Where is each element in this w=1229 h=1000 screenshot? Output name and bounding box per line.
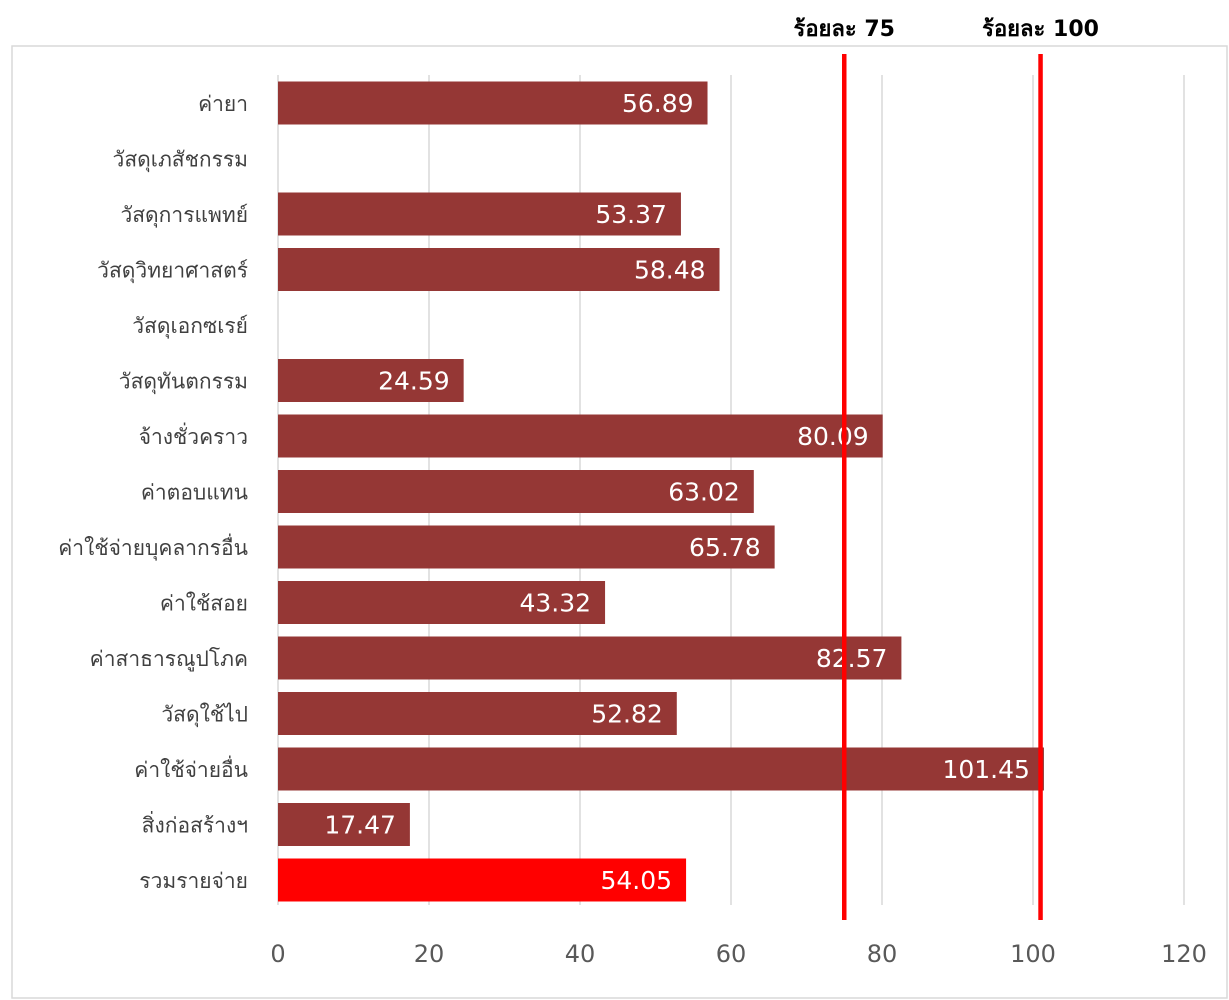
bar-2 [278, 192, 681, 236]
data-label-5: 24.59 [378, 367, 450, 396]
bar-7 [278, 470, 754, 513]
bar-13 [278, 803, 410, 846]
data-label-7: 63.02 [668, 478, 740, 507]
category-label-14: รวมรายจ่าย [139, 869, 248, 893]
x-tick-label-1: 20 [414, 940, 445, 968]
data-label-2: 53.37 [595, 200, 667, 229]
category-label-1: วัสดุเภสัชกรรม [113, 148, 248, 173]
bar-14 [278, 858, 687, 902]
bar-12 [278, 747, 1044, 791]
data-label-12: 101.45 [942, 755, 1029, 784]
category-label-9: ค่าใช้สอย [160, 592, 248, 616]
data-label-10: 82.57 [816, 644, 888, 673]
reference-label-1: ร้อยละ 100 [982, 17, 1099, 42]
bar-3 [278, 248, 720, 291]
category-label-10: ค่าสาธารณูปโภค [90, 647, 248, 672]
data-label-3: 58.48 [634, 256, 706, 285]
x-tick-label-3: 60 [716, 940, 747, 968]
category-label-3: วัสดุวิทยาศาสตร์ [97, 259, 248, 284]
data-label-14: 54.05 [600, 866, 672, 895]
x-tick-label-2: 40 [565, 940, 596, 968]
x-tick-label-5: 100 [1010, 940, 1056, 968]
bar-11 [278, 692, 677, 735]
data-label-0: 56.89 [622, 89, 694, 118]
x-tick-label-0: 0 [270, 940, 285, 968]
category-label-13: สิ่งก่อสร้างฯ [142, 811, 248, 838]
bar-6 [278, 414, 883, 458]
data-label-11: 52.82 [591, 700, 663, 729]
category-label-11: วัสดุใช้ไป [161, 703, 248, 728]
x-tick-label-6: 120 [1161, 940, 1207, 968]
category-label-6: จ้างชั่วคราว [139, 422, 248, 449]
category-label-2: วัสดุการแพทย์ [120, 203, 248, 228]
category-label-12: ค่าใช้จ่ายอื่น [134, 755, 248, 782]
data-label-6: 80.09 [797, 422, 869, 451]
bar-8 [278, 525, 775, 569]
bar-9 [278, 581, 606, 624]
bar-5 [278, 359, 464, 402]
chart-frame [11, 45, 1228, 999]
category-label-0: ค่ายา [198, 92, 248, 116]
category-label-4: วัสดุเอกซเรย์ [132, 314, 248, 339]
data-label-13: 17.47 [324, 811, 396, 840]
category-label-7: ค่าตอบแทน [141, 481, 248, 505]
category-label-8: ค่าใช้จ่ายบุคลากรอื่น [58, 533, 248, 561]
data-label-8: 65.78 [689, 533, 761, 562]
reference-label-0: ร้อยละ 75 [794, 17, 896, 42]
bar-10 [278, 636, 902, 680]
x-tick-label-4: 80 [867, 940, 898, 968]
data-label-9: 43.32 [519, 589, 591, 618]
bar-0 [278, 81, 708, 125]
category-label-5: วัสดุทันตกรรม [119, 370, 248, 395]
